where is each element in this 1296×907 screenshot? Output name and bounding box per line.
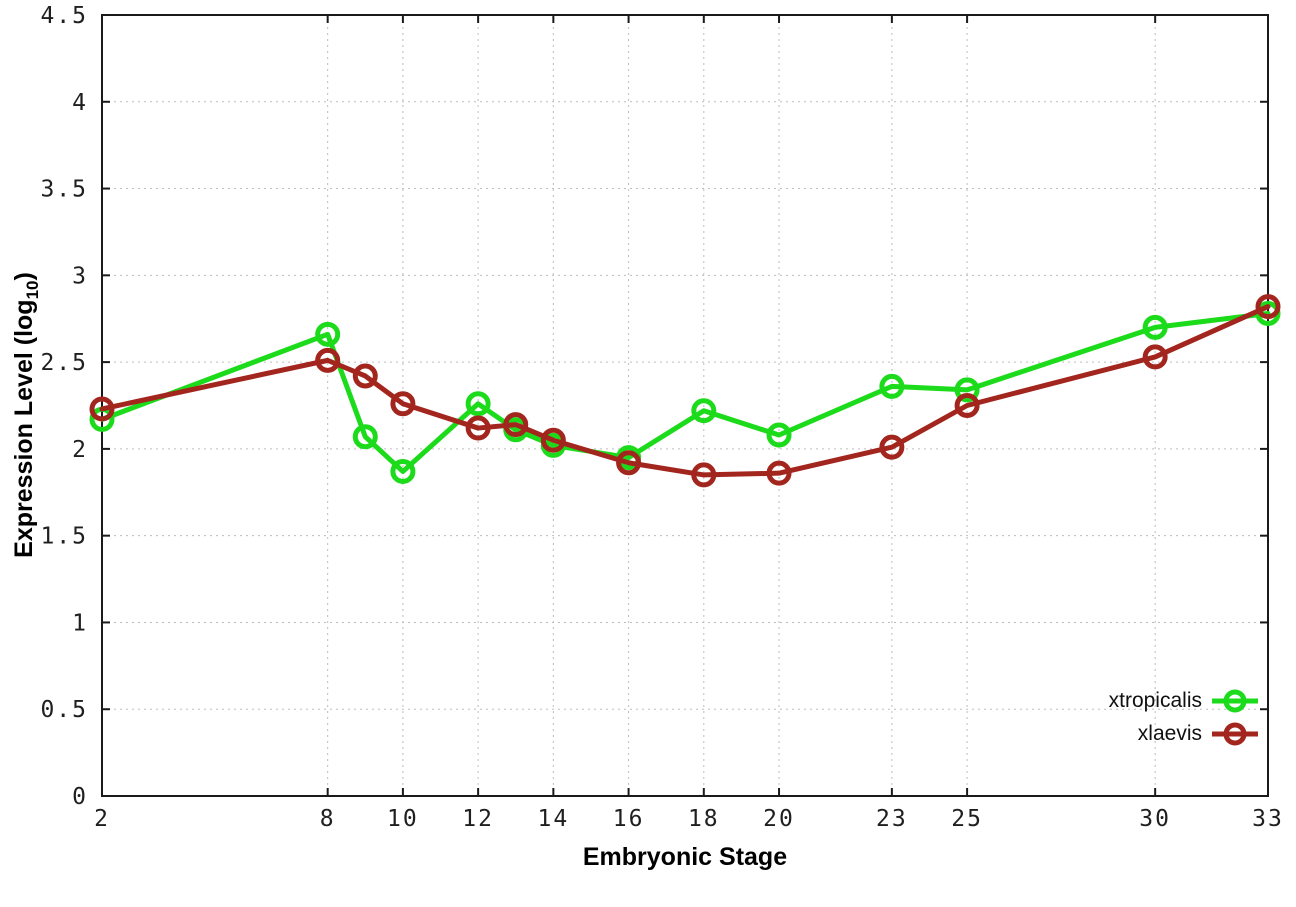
series-line-xlaevis xyxy=(99,304,1271,478)
data-point-xtropicalis xyxy=(879,373,905,399)
data-point-xtropicalis xyxy=(691,398,717,424)
legend-marker-xlaevis xyxy=(1212,722,1258,745)
data-point-xlaevis xyxy=(616,450,642,476)
data-point-xtropicalis xyxy=(315,321,341,347)
data-point-xlaevis xyxy=(1142,344,1168,370)
data-point-xtropicalis xyxy=(390,458,416,484)
data-point-xtropicalis xyxy=(465,391,491,417)
y-tick-label: 4 xyxy=(72,90,88,116)
data-point-xlaevis xyxy=(1255,294,1281,320)
data-point-xlaevis xyxy=(879,434,905,460)
legend: xtropicalis xlaevis xyxy=(1109,684,1258,750)
x-tick-label: 30 xyxy=(1139,806,1171,832)
data-point-xlaevis xyxy=(691,462,717,488)
x-tick-label: 12 xyxy=(462,806,494,832)
data-point-xtropicalis xyxy=(1142,314,1168,340)
y-axis-title: Expression Level (log10) xyxy=(7,225,42,605)
data-point-xlaevis xyxy=(315,347,341,373)
x-tick-label: 23 xyxy=(876,806,908,832)
data-point-xlaevis xyxy=(89,396,115,422)
legend-marker-xtropicalis xyxy=(1212,689,1258,712)
y-tick-label: 0.5 xyxy=(40,697,88,723)
data-point-xlaevis xyxy=(352,363,378,389)
data-point-xlaevis xyxy=(540,427,566,453)
y-tick-label: 1.5 xyxy=(40,524,88,550)
data-point-xtropicalis xyxy=(954,377,980,403)
x-tick-label: 33 xyxy=(1252,806,1284,832)
legend-item-xtropicalis: xtropicalis xyxy=(1109,684,1258,717)
data-point-xlaevis xyxy=(465,415,491,441)
y-axis-title-text: Expression Level (log xyxy=(10,299,38,558)
data-point-xlaevis xyxy=(503,412,529,438)
data-point-xlaevis xyxy=(390,391,416,417)
legend-label-xlaevis: xlaevis xyxy=(1137,721,1202,745)
y-axis-title-subscript: 10 xyxy=(23,280,42,300)
y-tick-label: 1 xyxy=(72,610,88,636)
x-tick-label: 18 xyxy=(688,806,720,832)
x-tick-label: 2 xyxy=(94,806,110,832)
data-point-xlaevis xyxy=(766,460,792,486)
y-tick-label: 0 xyxy=(72,784,88,810)
y-tick-label: 3.5 xyxy=(40,177,88,203)
x-tick-label: 8 xyxy=(320,806,336,832)
x-tick-label: 16 xyxy=(613,806,645,832)
legend-item-xlaevis: xlaevis xyxy=(1109,717,1258,750)
x-axis-title: Embryonic Stage xyxy=(582,843,788,871)
x-tick-label: 25 xyxy=(951,806,983,832)
series-line-xtropicalis xyxy=(99,311,1271,474)
legend-point-sample xyxy=(1223,689,1247,712)
x-tick-label: 20 xyxy=(763,806,795,832)
y-tick-label: 3 xyxy=(72,263,88,289)
y-tick-label: 4.5 xyxy=(40,3,88,29)
y-tick-label: 2.5 xyxy=(40,350,88,376)
data-point-xtropicalis xyxy=(766,422,792,448)
y-tick-label: 2 xyxy=(72,437,88,463)
legend-point-sample xyxy=(1223,722,1247,745)
legend-label-xtropicalis: xtropicalis xyxy=(1108,688,1202,712)
x-tick-label: 10 xyxy=(387,806,419,832)
plot-border xyxy=(101,14,1269,797)
x-tick-label: 14 xyxy=(538,806,570,832)
data-point-xtropicalis xyxy=(352,424,378,450)
y-axis-title-close: ) xyxy=(10,272,38,281)
data-point-xlaevis xyxy=(954,393,980,418)
